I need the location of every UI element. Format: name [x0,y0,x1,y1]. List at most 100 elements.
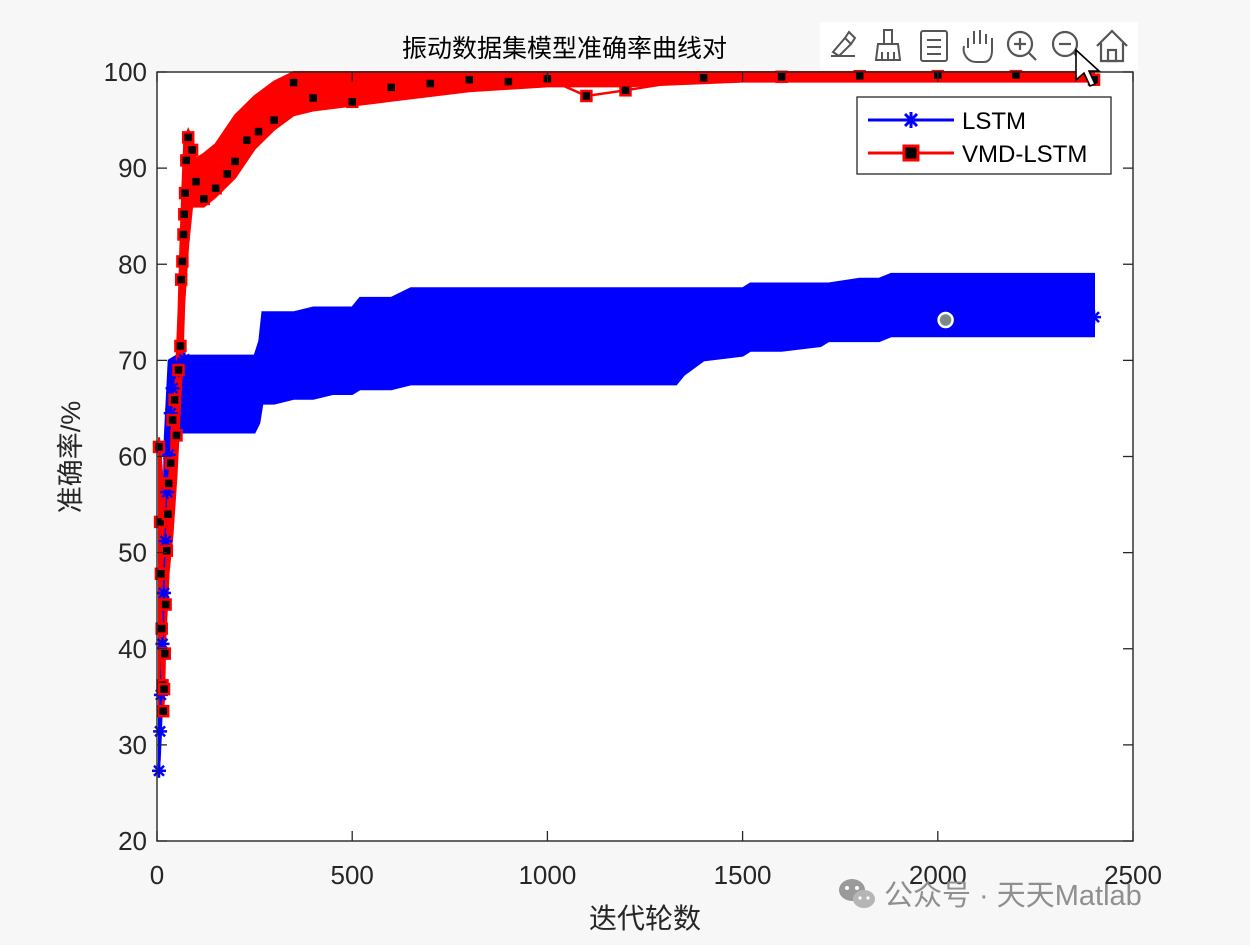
data-point-vmd-lstm [189,175,203,188]
legend-list-icon[interactable] [920,30,948,62]
data-point-vmd-lstm [181,131,195,144]
y-axis-ticks: 20 30 40 50 60 70 80 90 100 [104,57,1133,856]
data-point-vmd-lstm [424,77,437,90]
data-point-lstm [251,380,266,395]
data-point-vmd-lstm [384,81,398,94]
wechat-icon [839,879,875,908]
data-point-vmd-lstm [463,73,476,86]
data-point-vmd-lstm [153,515,167,529]
data-point-lstm [1047,295,1062,310]
data-point-lstm [152,763,166,778]
series-band-lstm [158,272,1095,774]
data-point-vmd-lstm [174,339,187,353]
data-point-vmd-lstm [287,76,300,89]
data-point-vmd-lstm [580,89,593,103]
zoom-in-icon[interactable] [1006,30,1037,61]
home-icon[interactable] [1096,29,1128,63]
data-point-vmd-lstm [166,413,179,427]
data-point-lstm [384,309,399,324]
data-point-vmd-lstm [178,186,192,200]
data-point-vmd-lstm [174,273,188,286]
data-point-lstm [1087,310,1101,325]
data-point-vmd-lstm [154,567,168,581]
data-point-vmd-lstm [164,456,177,470]
data-point-vmd-lstm [155,622,168,635]
data-point-lstm [891,293,906,308]
data-point-lstm [345,334,360,349]
data-point-vmd-lstm [252,125,265,138]
data-point-vmd-lstm [158,647,172,660]
x-axis-ticks: 0 500 1000 1500 2000 2500 [150,72,1162,890]
data-point-lstm [813,299,828,314]
watermark: 公众号 · 天天Matlab [839,879,1142,912]
axes-background [157,72,1133,841]
y-tick-label: 100 [104,57,147,87]
data-point-vmd-lstm [168,393,181,407]
data-point-lstm [852,306,867,321]
y-tick-label: 50 [118,538,147,568]
data-point-vmd-lstm [178,208,191,221]
legend-marker-vmd-lstm [902,144,920,162]
y-tick-label: 90 [118,153,147,183]
eraser-icon[interactable] [874,29,902,61]
x-tick-label: 2500 [1104,860,1162,890]
data-point-vmd-lstm [345,95,359,109]
data-point-vmd-lstm [170,429,183,442]
data-point-lstm [165,381,180,396]
data-point-lstm [462,305,477,320]
data-point-lstm [306,313,321,327]
data-point-vmd-lstm [197,192,211,206]
data-point-lstm [153,724,168,739]
y-tick-label: 40 [118,634,147,664]
pan-hand-icon[interactable] [962,30,993,63]
legend-box [856,96,1112,175]
y-tick-label: 70 [118,345,147,375]
data-point-vmd-lstm [228,155,242,168]
axes-toolbar [820,22,1138,88]
data-point-vmd-lstm [159,598,172,611]
mouse-cursor-icon [1075,48,1102,88]
data-point-vmd-lstm [853,69,866,83]
data-point-vmd-lstm [157,682,171,696]
x-tick-label: 1000 [518,860,576,890]
legend-marker-lstm [903,112,919,128]
x-tick-label: 500 [331,860,374,890]
data-point-vmd-lstm [156,704,170,718]
brush-icon[interactable] [831,30,857,58]
y-tick-label: 30 [118,730,147,760]
data-point-vmd-lstm [160,544,174,557]
data-point-vmd-lstm [176,255,189,268]
data-point-vmd-lstm [221,167,234,181]
data-point-lstm [774,316,789,331]
data-point-lstm [579,319,594,334]
data-point-vmd-lstm [177,228,190,241]
data-point-vmd-lstm [267,113,281,127]
data-point-vmd-lstm [161,507,175,521]
data-point-lstm [157,586,171,600]
x-axis-label: 迭代轮数 [589,903,701,934]
data-point-vmd-lstm [619,84,632,97]
y-axis-label: 准确率/% [56,401,86,514]
x-tick-label: 1500 [714,860,772,890]
data-point-vmd-lstm [240,133,254,147]
data-tip-marker[interactable] [937,311,954,329]
data-point-vmd-lstm [775,70,788,84]
series-markers [152,68,1101,778]
data-point-lstm [540,314,555,328]
chart-title: 振动数据集模型准确率曲线对 [402,35,727,63]
data-point-vmd-lstm [502,75,515,88]
data-point-lstm [969,297,984,312]
data-point-vmd-lstm [180,154,193,167]
chart-legend[interactable]: LSTM VMD-LSTM [856,96,1112,175]
data-point-vmd-lstm [162,477,175,490]
data-point-lstm [189,384,203,399]
data-point-lstm [208,368,223,383]
data-point-lstm [267,320,282,335]
data-point-vmd-lstm [306,91,320,105]
y-tick-label: 20 [118,826,147,856]
legend-label-lstm: LSTM [962,108,1026,135]
watermark-text: 公众号 · 天天Matlab [884,880,1142,912]
data-point-lstm [735,304,750,319]
